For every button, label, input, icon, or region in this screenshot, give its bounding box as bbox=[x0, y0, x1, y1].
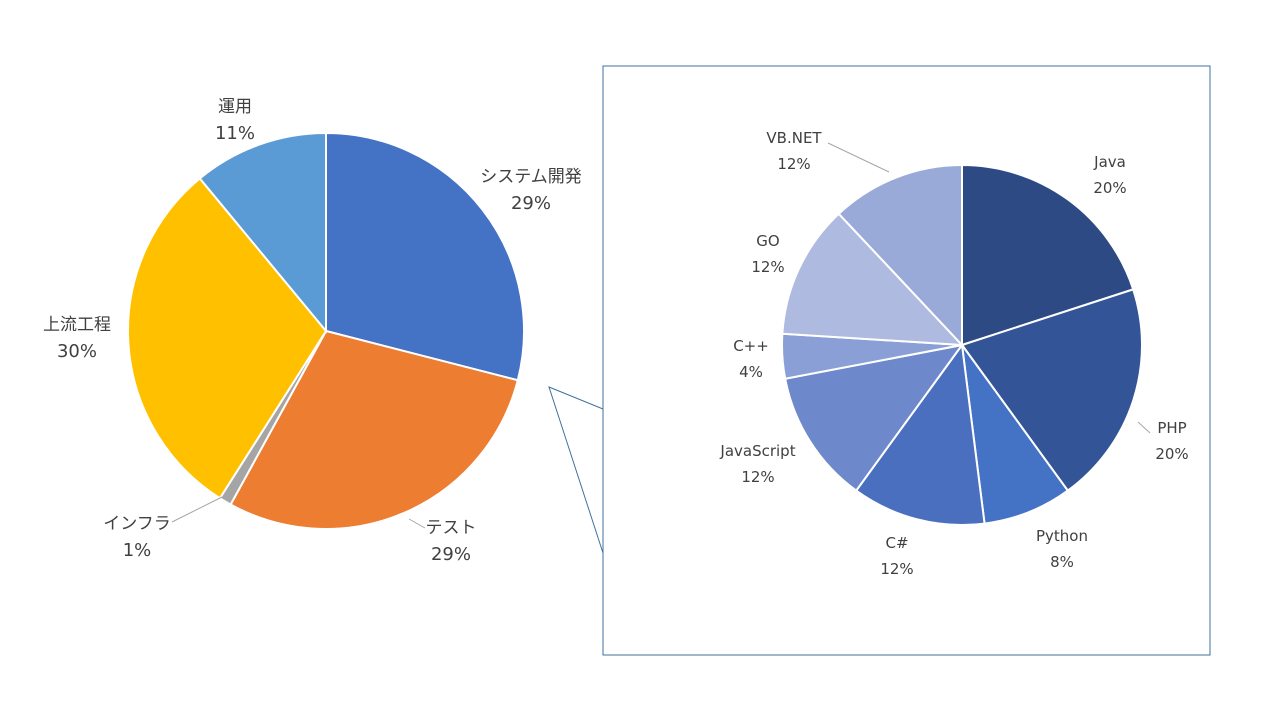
leader-line bbox=[1137, 421, 1151, 434]
data-label-name: インフラ bbox=[103, 514, 171, 534]
data-label-name: C# bbox=[885, 534, 908, 552]
breakout-pie bbox=[781, 163, 1143, 526]
pie-slice-detail-2 bbox=[961, 344, 1070, 525]
data-label-name: C++ bbox=[733, 337, 769, 355]
main-pie bbox=[127, 131, 525, 530]
pie-slice-detail-1 bbox=[960, 288, 1143, 493]
breakout-frame bbox=[602, 65, 1211, 656]
data-label-name: 運用 bbox=[218, 97, 252, 117]
data-label-name: JavaScript bbox=[719, 442, 795, 460]
breakout-pie-labels: Java 20% PHP 20% Python 8% C# 12% JavaScript 12% C… bbox=[719, 129, 1188, 578]
data-label-name: PHP bbox=[1157, 419, 1186, 437]
data-label-percent: 8% bbox=[1050, 553, 1074, 571]
pie-slice-detail-0 bbox=[961, 163, 1135, 347]
breakout-connector bbox=[548, 386, 604, 554]
pie-slice-detail-7 bbox=[837, 163, 963, 348]
leader-line bbox=[827, 142, 890, 173]
data-label-name: Python bbox=[1036, 527, 1088, 545]
data-label-percent: 20% bbox=[1093, 179, 1126, 197]
data-label-percent: 12% bbox=[751, 258, 784, 276]
data-label-percent: 1% bbox=[123, 540, 152, 561]
pie-slice-detail-4 bbox=[784, 343, 965, 493]
pie-slice-detail-6 bbox=[781, 212, 965, 347]
pie-slice-detail-3 bbox=[854, 342, 986, 526]
pie-slice-main-0 bbox=[325, 131, 525, 382]
pie-slice-main-4 bbox=[198, 131, 327, 334]
main-pie-labels: システム開発 29% テスト 29% インフラ 1% 上流工程 30% 運用 11% bbox=[43, 97, 582, 565]
leader-line bbox=[408, 518, 426, 529]
pie-slice-main-3 bbox=[127, 177, 328, 500]
leader-line bbox=[171, 496, 223, 523]
data-label-percent: 20% bbox=[1155, 445, 1188, 463]
data-label-name: GO bbox=[756, 232, 779, 250]
data-label-name: VB.NET bbox=[766, 129, 822, 147]
data-label-name: テスト bbox=[426, 518, 477, 538]
data-label-percent: 29% bbox=[431, 544, 471, 565]
data-label-percent: 12% bbox=[777, 155, 810, 173]
data-label-percent: 30% bbox=[57, 341, 97, 362]
data-label-percent: 4% bbox=[739, 363, 763, 381]
data-label-name: Java bbox=[1093, 153, 1126, 171]
data-label-percent: 12% bbox=[880, 560, 913, 578]
data-label-percent: 11% bbox=[215, 123, 255, 144]
data-label-name: システム開発 bbox=[480, 167, 582, 187]
data-label-percent: 29% bbox=[511, 193, 551, 214]
data-label-percent: 12% bbox=[741, 468, 774, 486]
data-label-name: 上流工程 bbox=[43, 315, 111, 335]
pie-slice-main-1 bbox=[229, 329, 519, 530]
